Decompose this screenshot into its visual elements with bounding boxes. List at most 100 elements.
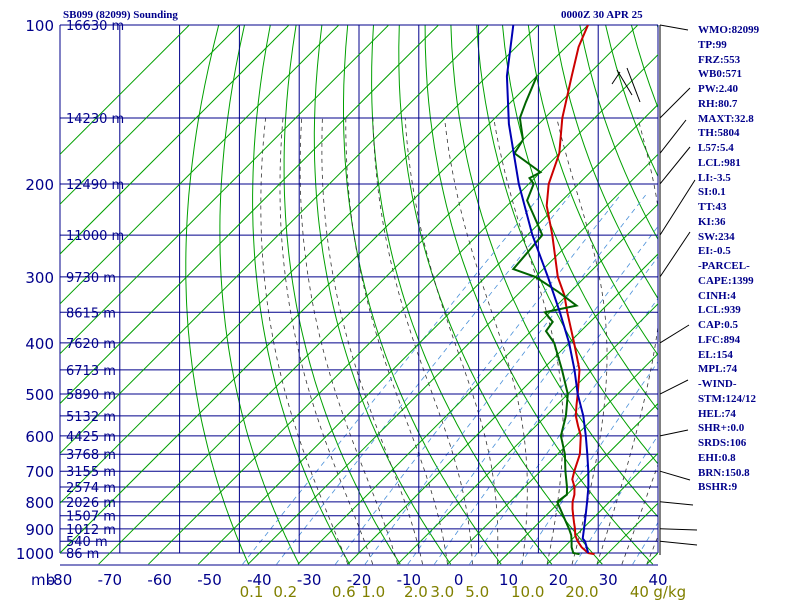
index-item: KI:36 xyxy=(698,215,726,228)
temperature-tick-label: -10 xyxy=(397,571,422,589)
station-title: SB099 (82099) Sounding xyxy=(63,9,178,21)
height-label: 540 m xyxy=(66,535,108,550)
mixing-ratio-labels: 0.1 0.2 0.6 1.0 2.0 3.0 5.0 10.0 20.0 40 g/kg xyxy=(240,583,687,600)
dry-adiabat xyxy=(424,25,654,565)
height-label: 3155 m xyxy=(66,465,116,480)
mixing-ratio-label: 20.0 xyxy=(565,583,598,600)
index-item: CAP:0.5 xyxy=(698,319,739,331)
isotherm xyxy=(397,303,658,565)
dry-adiabat xyxy=(398,25,603,565)
isotherm xyxy=(197,103,658,565)
mixing-ratio-line xyxy=(407,225,658,565)
dry-adiabat xyxy=(252,25,351,565)
index-item: SI:0.1 xyxy=(698,186,726,199)
temperature-tick-label: 10 xyxy=(499,571,518,589)
wind-barb xyxy=(659,429,689,437)
index-item: -WIND- xyxy=(698,378,737,390)
isotherm xyxy=(60,25,240,205)
isotherm xyxy=(60,25,539,504)
index-item: TT:43 xyxy=(698,201,727,213)
wind-barb xyxy=(659,24,689,31)
dry-adiabat xyxy=(343,25,502,565)
isotherm xyxy=(60,25,490,455)
height-label: 12490 m xyxy=(66,178,124,193)
height-label: 9730 m xyxy=(66,271,116,286)
pressure-tick-label: 600 xyxy=(25,428,54,446)
mixing-ratio-label: 1.0 xyxy=(361,583,385,600)
height-label: 14230 m xyxy=(66,112,124,127)
mixing-ratio-line xyxy=(632,521,658,565)
dry-adiabat xyxy=(786,25,800,564)
temperature-tick-label: -50 xyxy=(197,571,222,589)
wind-barb xyxy=(659,470,691,481)
index-item: WMO:82099 xyxy=(698,24,760,36)
height-label: 3768 m xyxy=(66,448,116,463)
dry-adiabat xyxy=(579,25,658,241)
height-label: 2574 m xyxy=(66,481,116,496)
profile-lines xyxy=(505,25,595,556)
index-item: LCL:981 xyxy=(698,156,741,169)
mixing-ratio-line xyxy=(519,361,658,565)
isotherm xyxy=(247,153,658,565)
height-label: 6713 m xyxy=(66,364,116,379)
wind-barb xyxy=(659,119,687,154)
isotherm xyxy=(347,253,658,565)
moist-adiabat xyxy=(345,118,448,565)
dry-adiabat xyxy=(313,25,452,565)
index-item: MPL:74 xyxy=(698,363,738,376)
temperature-line xyxy=(545,25,595,556)
wind-barb xyxy=(616,69,633,96)
pressure-tick-label: 700 xyxy=(25,463,54,481)
isotherm xyxy=(148,53,658,565)
temperature-tick-label: 20 xyxy=(549,571,568,589)
isotherm xyxy=(60,25,191,156)
height-label: 8615 m xyxy=(66,306,116,321)
pressure-tick-label: 100 xyxy=(25,17,54,35)
wind-barb xyxy=(659,528,698,531)
isotherm xyxy=(546,452,658,565)
mixing-ratio-line xyxy=(574,434,658,565)
temperature-tick-label: -70 xyxy=(98,571,123,589)
parcel-line xyxy=(505,25,590,554)
height-label: 1507 m xyxy=(66,510,116,525)
isotherm xyxy=(60,25,390,355)
mixing-ratio-line xyxy=(434,256,658,565)
dry-adiabat xyxy=(476,25,658,465)
temperature-tick-label: 40 xyxy=(648,571,667,589)
index-item: CINH:4 xyxy=(698,289,736,302)
dewpoint-line xyxy=(511,75,580,556)
mixing-ratio-line xyxy=(276,194,571,565)
isotherm xyxy=(60,25,340,305)
temperature-tick-label: -40 xyxy=(247,571,272,589)
mixing-ratio-label: 5.0 xyxy=(465,583,489,600)
wind-barb xyxy=(626,67,641,103)
height-label: 1012 m xyxy=(66,523,116,538)
temperature-tick-label: 30 xyxy=(599,571,618,589)
dry-adiabat xyxy=(502,25,658,411)
temperature-tick-label: -30 xyxy=(297,571,322,589)
isotherm xyxy=(447,352,658,565)
index-item: EHI:0.8 xyxy=(698,451,736,464)
pressure-tick-label: 800 xyxy=(25,494,54,512)
temperature-tick-label: -80 xyxy=(48,571,73,589)
index-item: SW:234 xyxy=(698,230,735,243)
index-item: TH:5804 xyxy=(698,127,740,140)
height-label: 7620 m xyxy=(66,337,116,352)
dry-adiabat xyxy=(185,25,250,565)
isotherm xyxy=(297,203,658,565)
mixing-ratio-label: 0.6 xyxy=(332,583,356,600)
index-item: BRN:150.8 xyxy=(698,466,750,479)
isotherm xyxy=(98,25,639,565)
height-labels: 16630 m 14230 m 12490 m 11000 m 9730 m 8615 m… xyxy=(66,19,124,562)
dry-adiabat xyxy=(527,25,658,356)
temperature-tick-label: -60 xyxy=(147,571,172,589)
pressure-temperature-grid xyxy=(59,24,659,566)
mixing-ratio-label: 2.0 xyxy=(404,583,428,600)
pressure-tick-label: 300 xyxy=(25,269,54,287)
index-item: HEL:74 xyxy=(698,407,736,420)
pressure-unit-label: mb xyxy=(31,571,55,589)
index-item: TP:99 xyxy=(698,38,727,51)
height-label: 2026 m xyxy=(66,496,116,511)
index-item: PW:2.40 xyxy=(698,83,739,95)
